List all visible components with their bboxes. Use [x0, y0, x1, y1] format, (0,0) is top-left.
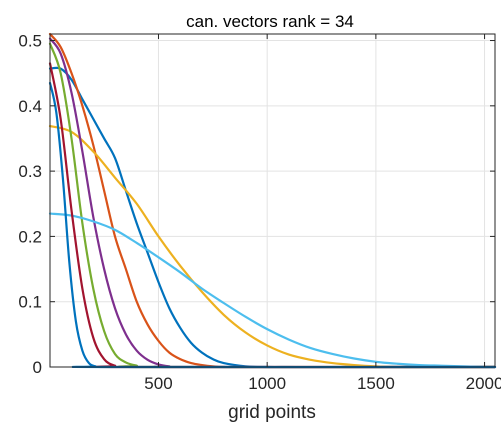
y-tick-label: 0.5 — [18, 32, 42, 51]
ticks: 500 1000 1500 2000 0 0.1 0.2 0.3 0.4 0.5 — [18, 32, 501, 393]
y-tick-label: 0.1 — [18, 293, 42, 312]
series-group — [48, 32, 497, 369]
x-tick-label: 1500 — [357, 374, 395, 393]
x-tick-label: 500 — [144, 374, 172, 393]
series-line-5 — [48, 42, 497, 369]
y-tick-label: 0.4 — [18, 97, 42, 116]
y-tick-label: 0.2 — [18, 227, 42, 246]
series-line-8 — [48, 81, 497, 369]
series-line-7 — [48, 62, 497, 369]
series-line-6 — [48, 212, 497, 369]
chart-title: can. vectors rank = 34 — [186, 12, 354, 31]
plot-frame — [49, 33, 496, 368]
y-tick-label: 0 — [33, 358, 42, 377]
x-axis-label: grid points — [228, 402, 316, 423]
y-tick-label: 0.3 — [18, 162, 42, 181]
x-tick-label: 1000 — [248, 374, 286, 393]
x-tick-label: 2000 — [466, 374, 501, 393]
series-line-1 — [48, 66, 497, 369]
series-line-4 — [48, 37, 497, 369]
series-line-2 — [48, 32, 497, 369]
grid — [50, 34, 495, 368]
